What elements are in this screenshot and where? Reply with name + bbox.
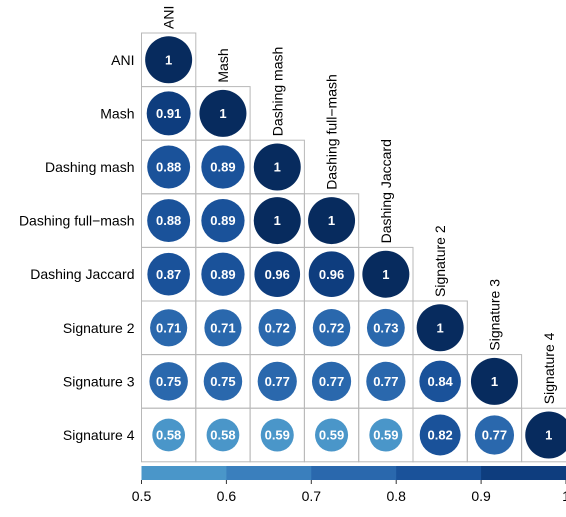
column-label: Signature 4 — [541, 332, 557, 404]
correlation-value-label: 0.88 — [156, 213, 181, 228]
colorbar-segment — [396, 466, 481, 480]
colorbar-segment — [226, 466, 311, 480]
colorbar-tick-label: 1 — [562, 488, 566, 504]
colorbar-segment — [481, 466, 566, 480]
row-label: Dashing full−mash — [19, 213, 135, 229]
correlation-value-label: 1 — [219, 106, 226, 121]
correlation-value-label: 1 — [274, 160, 281, 175]
correlation-value-label: 1 — [328, 213, 335, 228]
correlation-value-label: 0.75 — [156, 374, 181, 389]
colorbar-tick-label: 0.8 — [386, 488, 406, 504]
correlation-value-label: 0.71 — [210, 320, 235, 335]
column-label: Mash — [215, 48, 231, 82]
correlation-value-label: 0.77 — [373, 374, 398, 389]
row-label: Dashing Jaccard — [30, 266, 134, 282]
column-label: Dashing Jaccard — [378, 139, 394, 243]
column-label: Dashing full−mash — [324, 74, 340, 190]
correlation-value-label: 1 — [491, 374, 498, 389]
column-label: ANI — [161, 6, 177, 29]
row-label: Dashing mash — [45, 159, 135, 175]
correlation-value-label: 0.91 — [156, 106, 181, 121]
row-label: Signature 4 — [63, 427, 135, 443]
correlation-value-label: 0.71 — [156, 320, 181, 335]
correlation-value-label: 0.72 — [265, 320, 290, 335]
column-label: Signature 3 — [486, 279, 502, 351]
correlation-value-label: 1 — [274, 213, 281, 228]
correlation-value-label: 0.59 — [265, 428, 290, 443]
correlation-value-label: 0.77 — [319, 374, 344, 389]
correlation-value-label: 0.87 — [156, 267, 181, 282]
row-label: Mash — [100, 105, 134, 121]
column-label: Dashing mash — [269, 47, 285, 137]
colorbar-segment — [311, 466, 396, 480]
row-label: Signature 2 — [63, 320, 135, 336]
correlation-value-label: 0.89 — [210, 160, 235, 175]
correlation-value-label: 1 — [437, 320, 444, 335]
colorbar: 0.5 0.6 0.7 0.8 0.9 1 — [132, 466, 566, 504]
column-label: Signature 2 — [432, 225, 448, 297]
correlation-value-label: 1 — [545, 428, 552, 443]
correlation-value-label: 0.96 — [319, 267, 344, 282]
correlation-value-label: 1 — [382, 267, 389, 282]
correlation-value-label: 0.58 — [210, 428, 235, 443]
colorbar-tick-label: 0.7 — [302, 488, 322, 504]
row-label: Signature 3 — [63, 373, 135, 389]
correlation-value-label: 0.89 — [210, 213, 235, 228]
correlation-value-label: 0.59 — [373, 428, 398, 443]
correlation-value-label: 1 — [165, 52, 172, 67]
correlation-value-label: 0.75 — [210, 374, 235, 389]
correlation-value-label: 0.58 — [156, 428, 181, 443]
correlation-value-label: 0.84 — [427, 374, 453, 389]
colorbar-segment — [142, 466, 227, 480]
correlation-value-label: 0.77 — [482, 428, 507, 443]
correlation-value-label: 0.77 — [265, 374, 290, 389]
colorbar-tick-label: 0.6 — [217, 488, 237, 504]
row-label: ANI — [111, 52, 134, 68]
correlation-value-label: 0.88 — [156, 160, 181, 175]
colorbar-tick-label: 0.5 — [132, 488, 152, 504]
correlation-value-label: 0.82 — [427, 428, 452, 443]
colorbar-tick-label: 0.9 — [471, 488, 491, 504]
correlation-value-label: 0.59 — [319, 428, 344, 443]
correlation-value-label: 0.89 — [210, 267, 235, 282]
correlation-value-label: 0.96 — [265, 267, 290, 282]
correlation-value-label: 0.72 — [319, 320, 344, 335]
correlation-value-label: 0.73 — [373, 320, 398, 335]
